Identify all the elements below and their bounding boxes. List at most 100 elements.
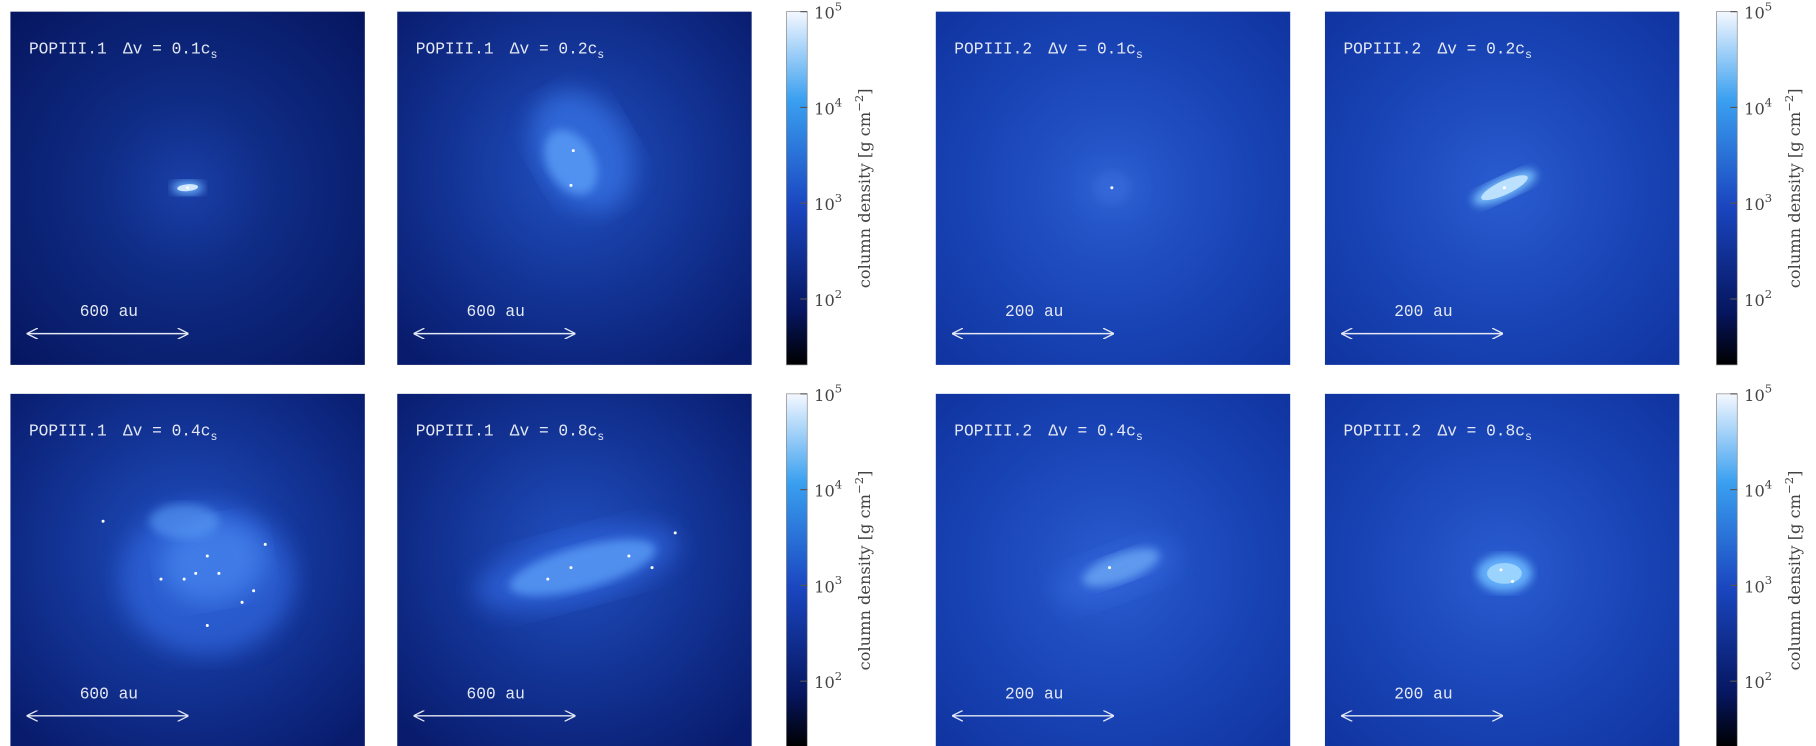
tick-exponent: 3	[835, 573, 842, 587]
scale-label: 200 au	[1394, 303, 1452, 321]
sink-particle	[546, 578, 549, 581]
label-text: column density [g cm	[1785, 112, 1804, 288]
velocity-subscript: s	[1136, 49, 1143, 62]
scale-label: 200 au	[1005, 685, 1063, 703]
tick-exponent: 5	[1765, 0, 1772, 13]
colorbar-tick-label: 105	[814, 382, 842, 405]
sink-particle	[102, 520, 105, 523]
colorbar-tick-label: 102	[814, 287, 842, 310]
colorbar-tick-label: 105	[1744, 382, 1772, 405]
sink-particle	[183, 578, 186, 581]
velocity-subscript: s	[1525, 49, 1532, 62]
model-name: POPIII.1	[416, 423, 494, 441]
tick-base: 10	[814, 673, 835, 692]
scale-label: 600 au	[80, 303, 138, 321]
velocity: Δv = 0.1c	[123, 40, 211, 58]
colorbar-tick-label: 103	[1744, 191, 1772, 214]
velocity: Δv = 0.4c	[123, 423, 211, 441]
velocity-subscript: s	[1136, 431, 1143, 444]
sink-particle	[217, 572, 220, 575]
panel: POPIII.1Δv = 0.4cs600 au	[10, 394, 364, 746]
sink-particle	[186, 186, 189, 189]
sink-particle	[1503, 186, 1506, 189]
label-end: ]	[1785, 471, 1804, 477]
model-name: POPIII.2	[954, 40, 1032, 58]
label-text: column density [g cm	[855, 494, 874, 670]
label-end: ]	[855, 471, 874, 477]
tick-exponent: 5	[835, 382, 842, 396]
label-text: column density [g cm	[1785, 494, 1804, 670]
label-end: ]	[855, 88, 874, 94]
panel: POPIII.1 Δv = 0.1cs 600 au	[10, 12, 364, 365]
tick-exponent: 4	[835, 95, 842, 109]
colorbar-tick-label: 105	[1744, 0, 1772, 23]
colorbar-tick-label: 103	[1744, 573, 1772, 596]
colorbar-gradient	[1716, 12, 1737, 365]
sink-particle	[651, 566, 654, 569]
tick-base: 10	[814, 99, 835, 118]
tick-exponent: 4	[1765, 477, 1772, 491]
tick-exponent: 2	[835, 669, 842, 683]
tick-base: 10	[814, 195, 835, 214]
scale-label: 200 au	[1005, 303, 1063, 321]
sink-particle	[1511, 580, 1514, 583]
tick-base: 10	[1744, 577, 1765, 596]
tick-exponent: 2	[835, 287, 842, 301]
tick-base: 10	[1744, 673, 1765, 692]
sink-particle	[627, 554, 630, 557]
sink-particle	[206, 624, 209, 627]
colorbar-tick-label: 102	[814, 669, 842, 692]
tick-base: 10	[1744, 386, 1765, 405]
tick-exponent: 3	[1765, 191, 1772, 205]
colorbar-tick-label: 103	[814, 573, 842, 596]
sink-particle	[241, 601, 244, 604]
scale-label: 200 au	[1394, 685, 1452, 703]
colorbar-label: column density [g cm−2]	[852, 88, 874, 288]
velocity-subscript: s	[210, 431, 217, 444]
label-exponent: −2	[852, 95, 866, 112]
tick-exponent: 2	[1765, 287, 1772, 301]
colorbar-label: column density [g cm−2]	[1782, 88, 1804, 288]
tick-exponent: 3	[1765, 573, 1772, 587]
gas-structure	[149, 504, 218, 539]
sink-particle	[206, 554, 209, 557]
sink-particle	[252, 589, 255, 592]
velocity: Δv = 0.8c	[510, 423, 598, 441]
sink-particle	[1108, 566, 1111, 569]
panel: POPIII.2Δv = 0.1cs200 au	[936, 12, 1290, 365]
colorbar-tick-label: 104	[814, 95, 842, 118]
sink-particle	[569, 184, 572, 187]
velocity-subscript: s	[597, 431, 604, 444]
tick-base: 10	[1744, 195, 1765, 214]
colorbar-tick-label: 102	[1744, 287, 1772, 310]
sink-particle	[569, 566, 572, 569]
tick-exponent: 4	[1765, 95, 1772, 109]
label-exponent: −2	[1782, 95, 1796, 112]
tick-base: 10	[1744, 4, 1765, 23]
colorbar-tick-label: 105	[814, 0, 842, 23]
colorbar-tick-label: 104	[1744, 477, 1772, 500]
velocity: Δv = 0.8c	[1437, 423, 1525, 441]
scale-label: 600 au	[80, 685, 138, 703]
velocity-subscript: s	[210, 49, 217, 62]
sink-particle	[159, 578, 162, 581]
figure: POPIII.1Δv = 0.1cs600 auPOPIII.1Δv = 0.2…	[0, 0, 1816, 746]
tick-base: 10	[814, 482, 835, 501]
colorbar: 105104103102column density [g cm−2]	[1716, 0, 1803, 365]
tick-base: 10	[814, 291, 835, 310]
tick-exponent: 5	[835, 0, 842, 13]
tick-base: 10	[814, 577, 835, 596]
sink-particle	[194, 572, 197, 575]
tick-exponent: 3	[835, 191, 842, 205]
gas-structure	[1487, 563, 1522, 584]
colorbar-gradient	[786, 12, 807, 365]
colorbar-tick-label: 104	[814, 477, 842, 500]
label-text: column density [g cm	[855, 112, 874, 288]
tick-base: 10	[1744, 99, 1765, 118]
model-name: POPIII.1	[29, 40, 107, 58]
sink-particle	[1110, 186, 1113, 189]
